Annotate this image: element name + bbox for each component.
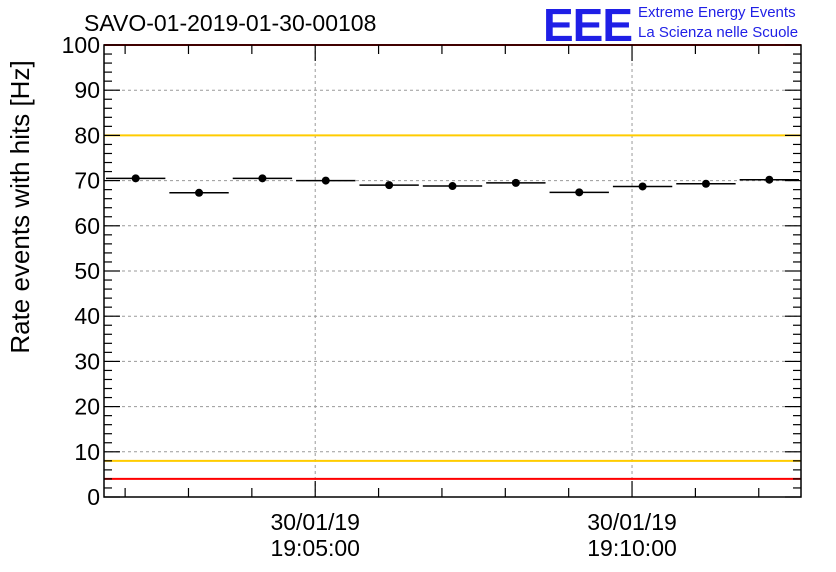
data-point-9 (701, 179, 710, 188)
axes (103, 44, 802, 498)
y-tick-label-10: 10 (74, 439, 100, 465)
reference-lines (104, 44, 801, 480)
y-tick-label-60: 60 (74, 213, 100, 239)
eee-logo: EEE (543, 0, 633, 51)
x-tick-label-0-line-1: 19:05:00 (270, 535, 360, 561)
y-tick-label-0: 0 (87, 484, 100, 510)
data-point-4 (385, 181, 394, 190)
y-tick-label-30: 30 (74, 348, 100, 374)
y-axis-label: Rate events with hits [Hz] (5, 60, 35, 353)
x-tick-label-1-line-0: 30/01/19 (587, 509, 677, 535)
data-point-1 (195, 188, 204, 197)
x-tick-label-1-line-1: 19:10:00 (587, 535, 677, 561)
data-points (106, 174, 799, 197)
y-tick-label-20: 20 (74, 394, 100, 420)
data-point-5 (448, 182, 457, 191)
chart-title: SAVO-01-2019-01-30-00108 (84, 10, 377, 36)
data-point-8 (638, 182, 647, 191)
y-tick-label-80: 80 (74, 122, 100, 148)
data-point-7 (575, 188, 584, 197)
data-point-0 (131, 174, 140, 183)
tick-labels: 010203040506070809010030/01/1919:05:0030… (5, 32, 677, 561)
data-point-2 (258, 174, 267, 183)
logo-text-line2: La Scienza nelle Scuole (638, 24, 799, 41)
y-tick-label-90: 90 (74, 77, 100, 103)
y-tick-label-70: 70 (74, 168, 100, 194)
grid-lines (104, 45, 801, 497)
data-point-10 (765, 175, 774, 184)
data-point-3 (321, 176, 330, 185)
data-point-6 (511, 178, 520, 187)
y-tick-label-50: 50 (74, 258, 100, 284)
y-tick-label-40: 40 (74, 303, 100, 329)
y-tick-label-100: 100 (62, 32, 100, 58)
x-tick-label-0-line-0: 30/01/19 (270, 509, 360, 535)
logo-text-line1: Extreme Energy Events (638, 4, 796, 21)
